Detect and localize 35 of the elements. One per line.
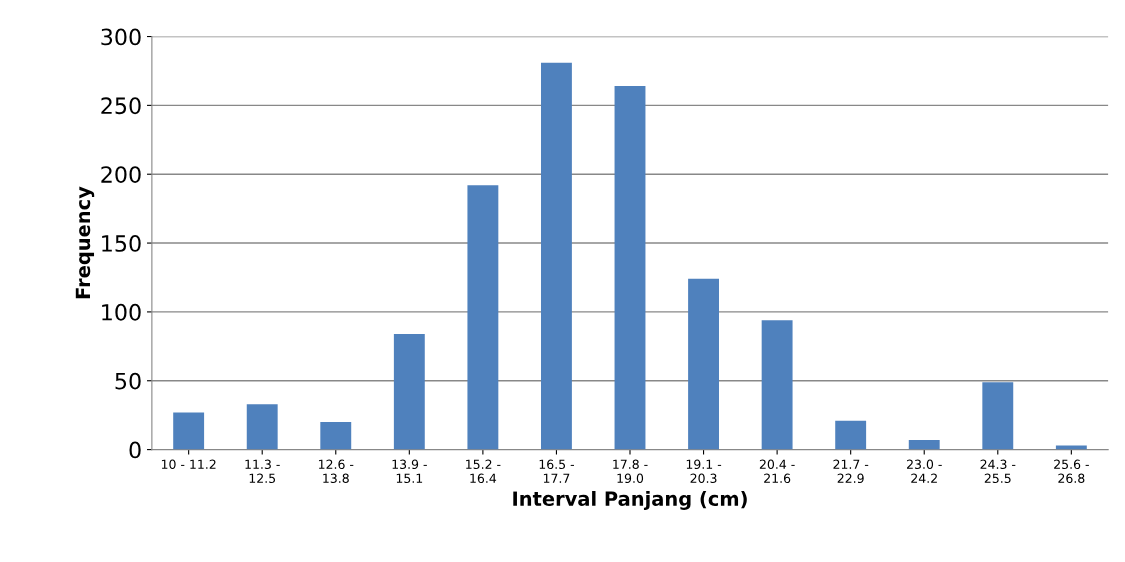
bar [908, 439, 940, 450]
x-tick-label: 19.1 - 20.3 [686, 459, 722, 483]
x-tick-label: 13.9 - 15.1 [392, 459, 427, 483]
x-tick-label: 20.4 - 21.6 [759, 459, 795, 483]
y-tick-label: 50 [115, 372, 141, 390]
x-tick-label: 24.3 - 25.5 [980, 459, 1016, 483]
bar [688, 278, 719, 450]
y-tick-label: 250 [101, 97, 141, 115]
bar [246, 404, 278, 450]
bar [761, 320, 793, 450]
x-tick-label: 23.0 - 24.2 [906, 459, 942, 483]
bar [467, 185, 499, 450]
y-tick-label: 150 [102, 235, 141, 252]
bar [835, 420, 867, 450]
y-tick-label: 0 [129, 441, 141, 459]
bar [320, 422, 352, 450]
y-axis-title: Frequency [75, 186, 95, 299]
x-tick-label: 21.7 - 22.9 [833, 459, 869, 483]
bar [541, 62, 572, 450]
bar [614, 86, 646, 450]
y-tick-label: 100 [102, 303, 141, 321]
x-tick-label: 12.6 - 13.8 [318, 459, 354, 483]
y-tick-label: 200 [101, 166, 141, 183]
x-tick-label: 15.2 - 16.4 [466, 459, 501, 483]
x-axis-title: Interval Panjang (cm) [513, 490, 747, 510]
x-tick-label: 16.5 - 17.7 [539, 459, 574, 483]
bar [1055, 445, 1087, 450]
y-tick-label: 300 [101, 28, 141, 46]
x-tick-label: 25.6 - 26.8 [1054, 459, 1089, 483]
bar [982, 382, 1014, 450]
x-tick-label: 17.8 - 19.0 [613, 459, 648, 483]
bar [173, 412, 205, 450]
x-tick-label: 10 - 11.2 [161, 459, 216, 469]
x-tick-label: 11.3 - 12.5 [245, 459, 280, 483]
bar [393, 333, 425, 450]
